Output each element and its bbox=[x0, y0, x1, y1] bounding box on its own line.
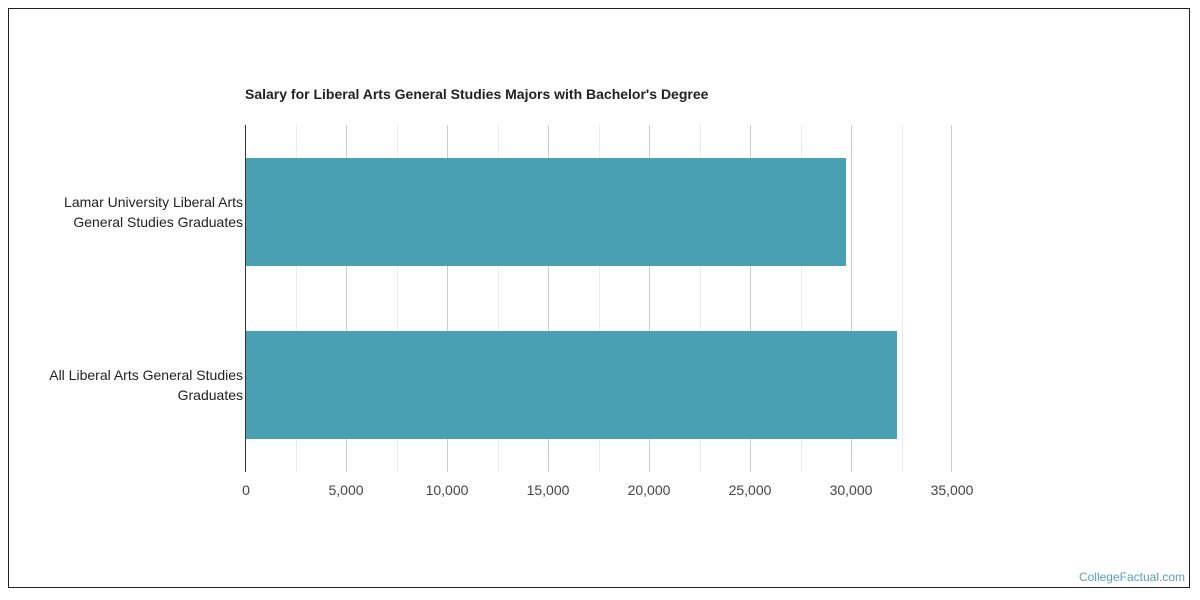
x-tick-label: 0 bbox=[242, 482, 250, 498]
gridline bbox=[649, 125, 650, 472]
gridline bbox=[447, 125, 448, 472]
category-label-line: All Liberal Arts General Studies bbox=[49, 367, 243, 383]
gridline bbox=[800, 125, 802, 472]
gridline bbox=[750, 125, 751, 472]
category-label-line: Lamar University Liberal Arts bbox=[64, 194, 243, 210]
x-tick-label: 35,000 bbox=[930, 482, 974, 498]
bar-lamar-university[interactable] bbox=[245, 158, 846, 266]
x-tick-label: 15,000 bbox=[526, 482, 570, 498]
gridline bbox=[548, 125, 549, 472]
category-label-line: General Studies Graduates bbox=[73, 214, 243, 230]
chart-frame bbox=[8, 8, 1190, 588]
x-tick-label: 25,000 bbox=[728, 482, 772, 498]
y-axis-line bbox=[245, 125, 246, 472]
source-credit[interactable]: CollegeFactual.com bbox=[1078, 570, 1185, 584]
x-tick-label: 20,000 bbox=[627, 482, 671, 498]
gridline bbox=[699, 125, 701, 472]
chart-title: Salary for Liberal Arts General Studies … bbox=[245, 86, 709, 102]
x-tick-label: 30,000 bbox=[829, 482, 873, 498]
gridline bbox=[497, 125, 499, 472]
gridline bbox=[346, 125, 347, 472]
gridline bbox=[951, 125, 952, 472]
bar-all-graduates[interactable] bbox=[245, 331, 898, 439]
category-label-line: Graduates bbox=[177, 387, 243, 403]
plot-area bbox=[245, 125, 952, 472]
category-label-lamar: Lamar University Liberal Arts General St… bbox=[13, 192, 243, 232]
gridline bbox=[901, 125, 903, 472]
gridline bbox=[295, 125, 297, 472]
x-tick-label: 5,000 bbox=[328, 482, 364, 498]
category-label-all: All Liberal Arts General Studies Graduat… bbox=[13, 365, 243, 405]
gridline bbox=[396, 125, 398, 472]
x-tick-label: 10,000 bbox=[425, 482, 469, 498]
gridline bbox=[598, 125, 600, 472]
gridline bbox=[851, 125, 852, 472]
